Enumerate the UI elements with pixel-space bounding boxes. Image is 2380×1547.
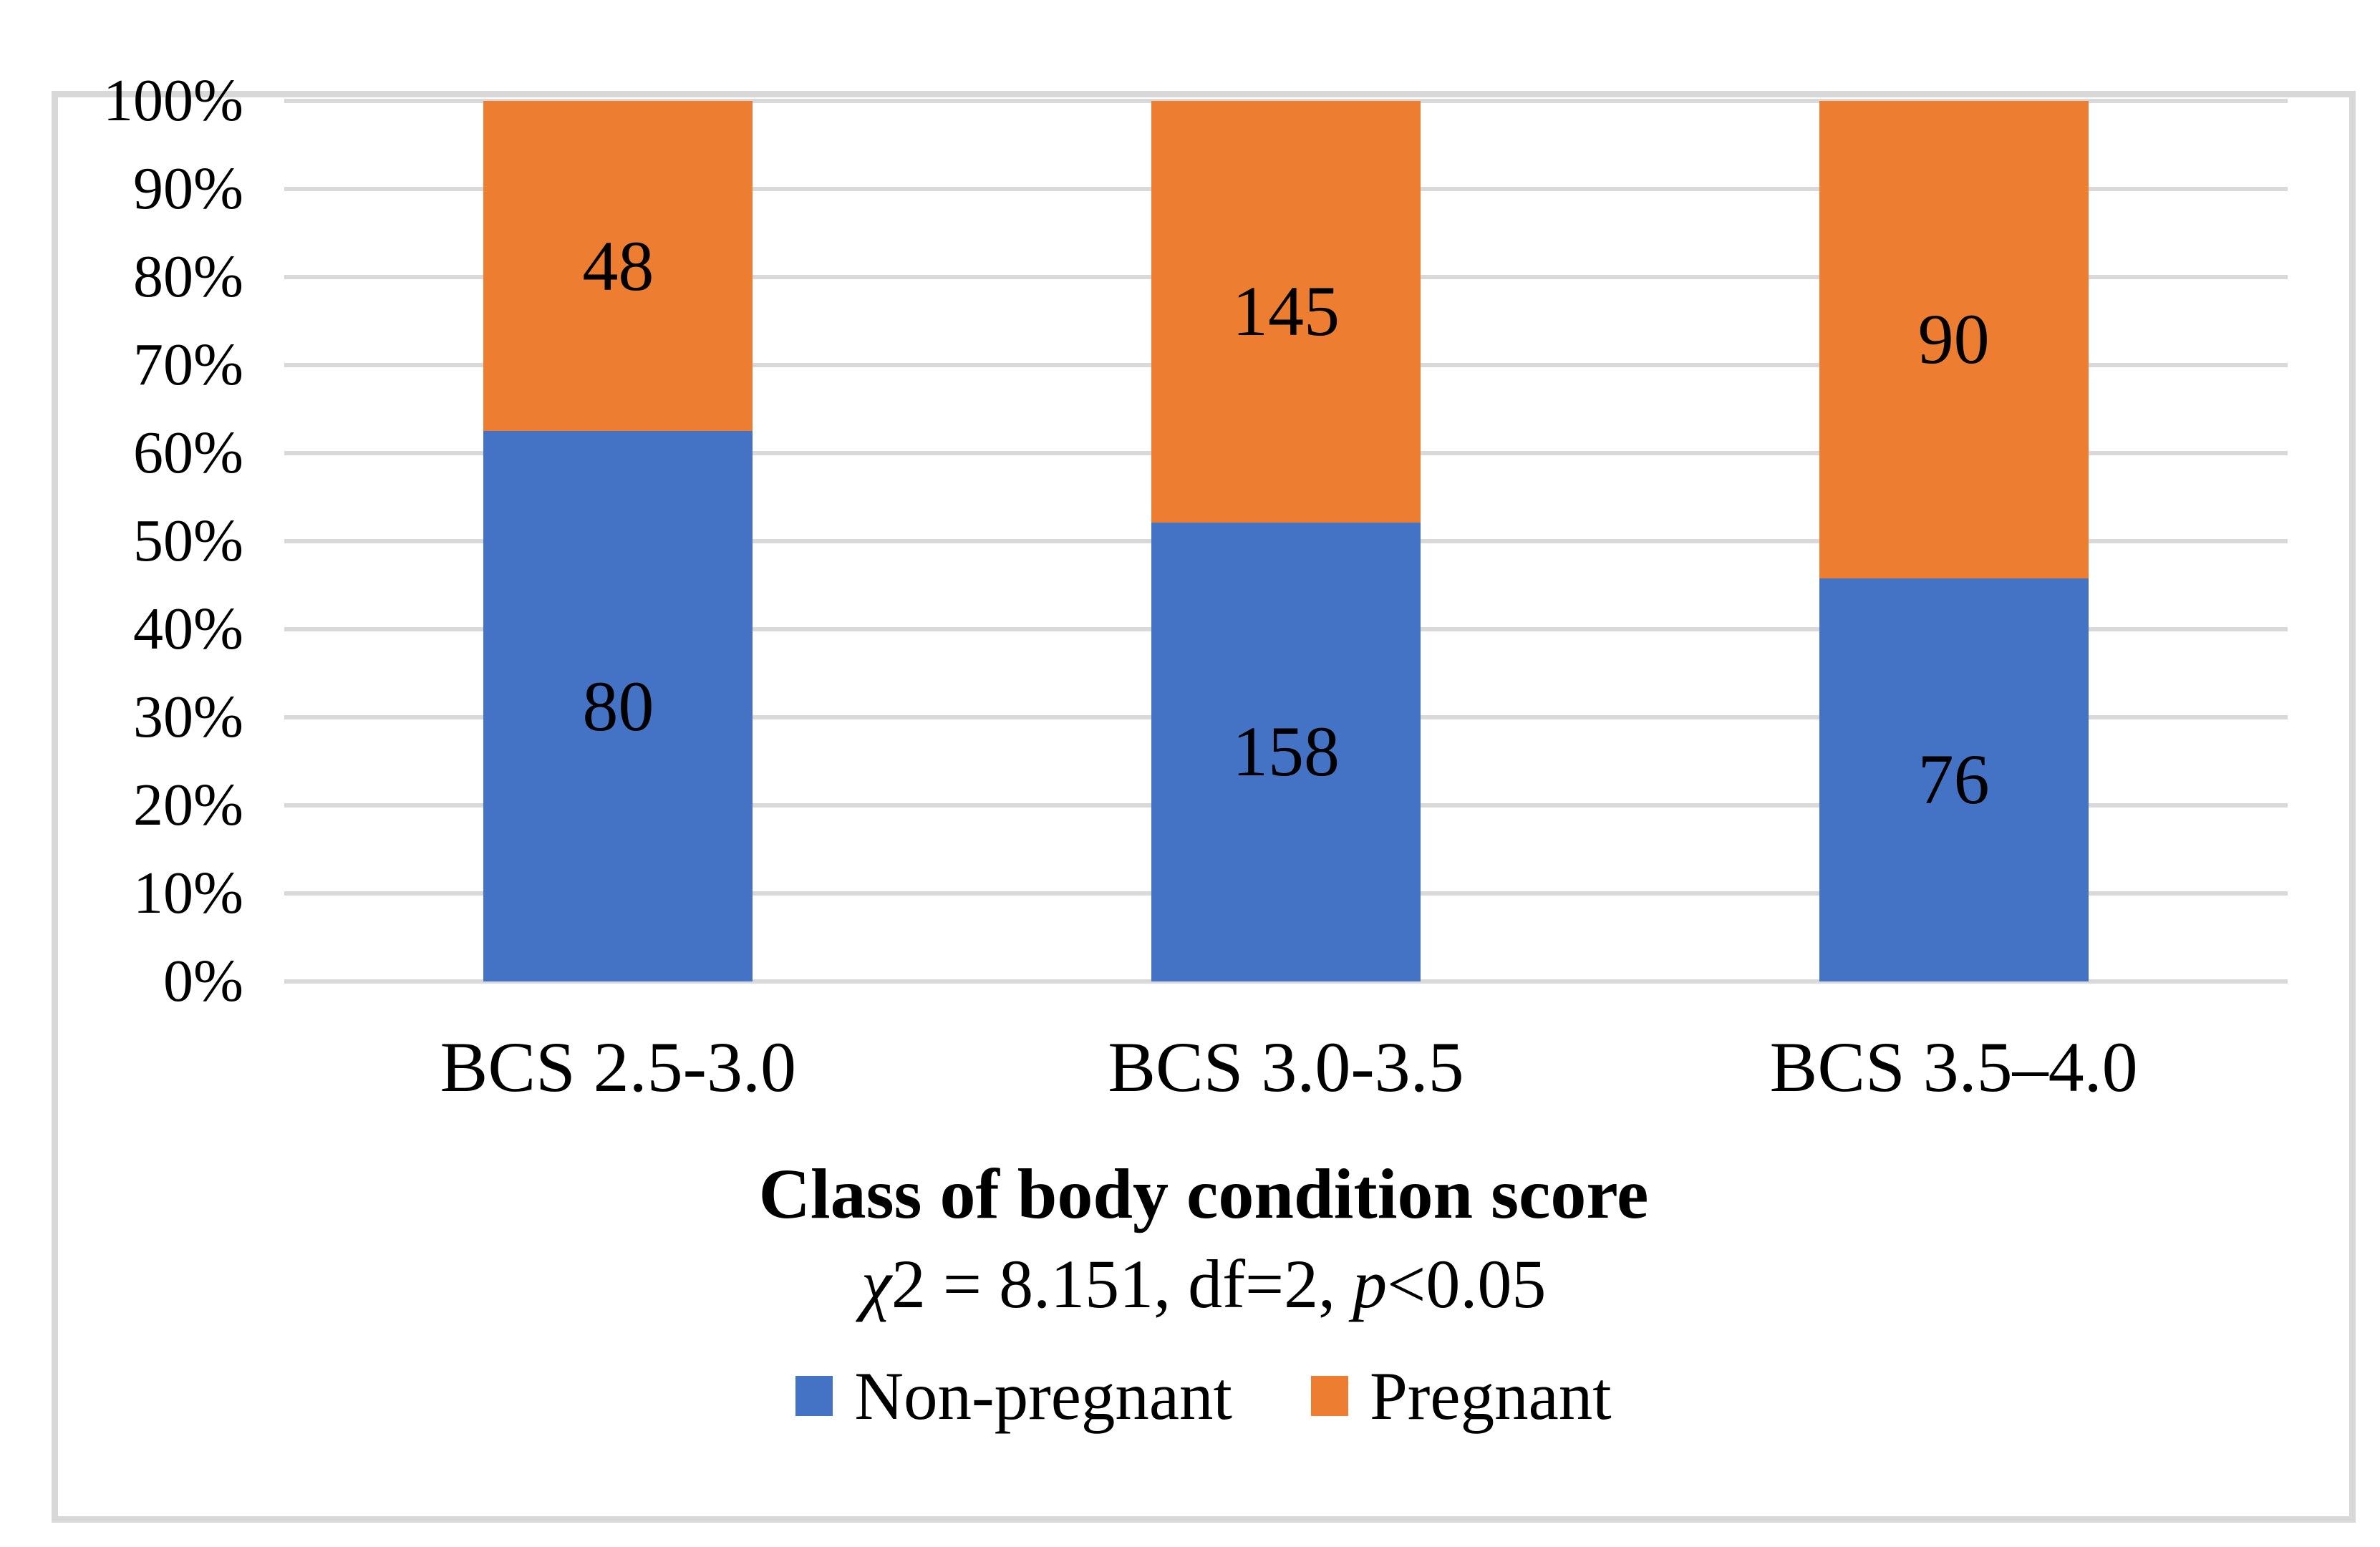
x-category-label: BCS 2.5-3.0: [440, 1027, 796, 1107]
data-label-pregnant: 145: [1232, 271, 1340, 351]
y-tick-label: 60%: [133, 420, 243, 486]
non-pregnant-segment: 158: [1151, 522, 1421, 981]
gridline: [284, 979, 2288, 984]
y-tick-label: 90%: [133, 155, 243, 222]
legend-item-non-pregnant: Non-pregnant: [795, 1359, 1232, 1433]
y-tick-label: 30%: [133, 684, 243, 750]
legend-item-pregnant: Pregnant: [1310, 1358, 1612, 1434]
non-pregnant-segment: 80: [483, 431, 753, 981]
stacked-bar: 48 80: [483, 101, 753, 981]
stat-note-p-value: <0.05: [1387, 1246, 1547, 1322]
y-tick-label: 100%: [103, 67, 243, 134]
stat-note: χ2 = 8.151, df=2, p<0.05: [58, 1246, 2349, 1323]
data-label-non-pregnant: 80: [582, 666, 654, 746]
data-label-non-pregnant: 76: [1917, 739, 1990, 820]
bar-column-bcs-3-5-4-0: 90 76: [1620, 101, 2288, 981]
x-category-label: BCS 3.5–4.0: [1769, 1027, 2138, 1107]
bar-column-bcs-2-5-3-0: 48 80: [284, 101, 952, 981]
non-pregnant-swatch-icon: [795, 1376, 833, 1416]
data-label-non-pregnant: 158: [1232, 712, 1340, 792]
x-axis-labels: BCS 2.5-3.0 BCS 3.0-3.5 BCS 3.5–4.0: [284, 1027, 2288, 1107]
y-tick-label: 10%: [133, 860, 243, 926]
non-pregnant-segment: 76: [1819, 578, 2089, 981]
y-tick-label: 70%: [133, 331, 243, 398]
data-label-pregnant: 48: [582, 225, 654, 306]
x-category-label: BCS 3.0-3.5: [1108, 1027, 1464, 1107]
stat-note-value: 2 = 8.151, df=2,: [891, 1246, 1353, 1322]
y-tick-label: 40%: [133, 596, 243, 662]
stacked-bar: 145 158: [1151, 101, 1421, 981]
y-tick-label: 50%: [133, 508, 243, 574]
y-tick-label: 0%: [163, 948, 243, 1014]
legend: Non-pregnant Pregnant: [58, 1359, 2349, 1433]
pregnant-segment: 48: [483, 101, 753, 432]
pregnant-swatch-icon: [1310, 1376, 1348, 1416]
y-tick-label: 80%: [133, 243, 243, 310]
data-label-pregnant: 90: [1917, 299, 1990, 379]
pregnant-segment: 90: [1819, 101, 2089, 578]
x-axis-title: Class of body condition score: [758, 1154, 1649, 1233]
stat-note-p: p: [1353, 1246, 1388, 1322]
bars-row: 48 80 145 158 90: [284, 101, 2288, 981]
legend-label-pregnant: Pregnant: [1369, 1358, 1612, 1434]
x-axis-title-row: Class of body condition score: [58, 1154, 2349, 1234]
y-tick-label: 20%: [133, 772, 243, 838]
legend-label-non-pregnant: Non-pregnant: [854, 1358, 1232, 1434]
bar-column-bcs-3-0-3-5: 145 158: [952, 101, 1620, 981]
stacked-bar: 90 76: [1819, 101, 2089, 981]
stat-note-chi: χ: [861, 1246, 891, 1322]
pregnant-segment: 145: [1151, 101, 1421, 523]
